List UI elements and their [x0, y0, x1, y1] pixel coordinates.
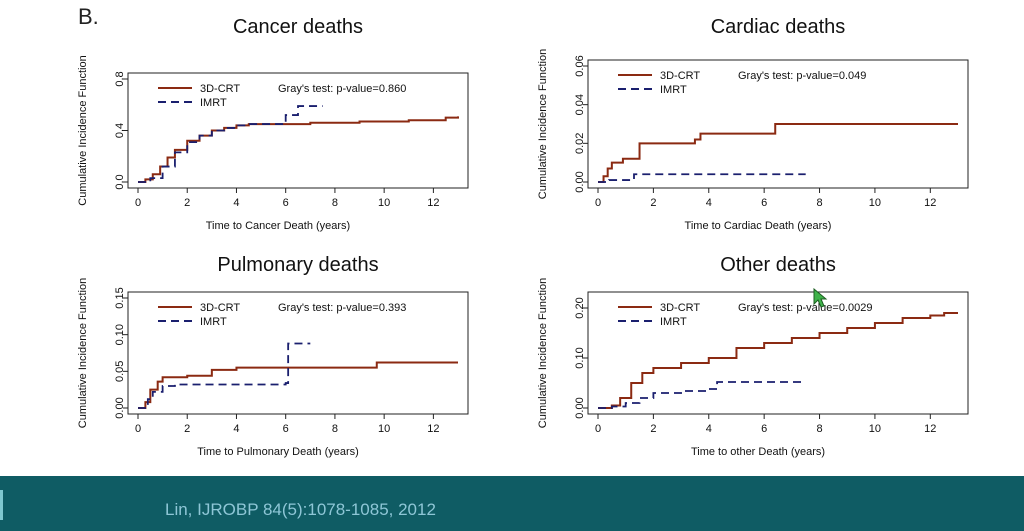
x-tick-label: 12 — [427, 197, 439, 209]
series-line-imrt — [138, 105, 323, 183]
chart-title: Pulmonary deaths — [217, 254, 378, 276]
x-tick-label: 4 — [706, 197, 712, 209]
y-tick-label: 0.20 — [574, 297, 586, 318]
y-axis-label: Cumulative Incidence Function — [537, 49, 549, 199]
x-tick-label: 0 — [595, 423, 601, 435]
y-tick-label: 0.4 — [114, 123, 126, 138]
x-tick-label: 8 — [332, 197, 338, 209]
x-tick-label: 6 — [761, 423, 767, 435]
series-line-imrt — [598, 381, 806, 409]
y-tick-label: 0.0 — [114, 174, 126, 189]
y-tick-label: 0.00 — [574, 397, 586, 418]
chart-panel-2: Cardiac deaths 0 2 4 6 8 10 12 0.00 0.02 0.04 0.06 T… — [537, 16, 969, 232]
x-tick-label: 2 — [650, 423, 656, 435]
grays-test-text: Gray's test: p-value=0.860 — [278, 83, 406, 95]
x-tick-label: 0 — [595, 197, 601, 209]
grays-test-text: Gray's test: p-value=0.049 — [738, 70, 866, 82]
y-axis-label: Cumulative Incidence Function — [77, 278, 89, 428]
series-line-3d-crt — [138, 116, 459, 183]
legend-label: IMRT — [200, 316, 227, 328]
x-tick-label: 6 — [283, 197, 289, 209]
y-tick-label: 0.05 — [114, 361, 126, 382]
y-tick-label: 0.8 — [114, 71, 126, 86]
figure-label: B. — [78, 4, 99, 29]
series-line-3d-crt — [598, 123, 958, 183]
y-tick-label: 0.00 — [574, 171, 586, 192]
x-tick-label: 10 — [378, 197, 390, 209]
series-line-3d-crt — [138, 361, 458, 409]
x-tick-label: 0 — [135, 423, 141, 435]
footer-accent — [0, 490, 3, 520]
series-line-imrt — [138, 342, 311, 409]
x-axis-label: Time to Pulmonary Death (years) — [197, 446, 359, 458]
mouse-cursor-icon — [813, 288, 828, 308]
y-tick-label: 0.06 — [574, 55, 586, 76]
legend-label: IMRT — [660, 84, 687, 96]
legend-label: 3D-CRT — [200, 302, 240, 314]
y-tick-label: 0.10 — [574, 347, 586, 368]
y-tick-label: 0.00 — [114, 397, 126, 418]
x-tick-label: 2 — [650, 197, 656, 209]
series-line-3d-crt — [598, 312, 958, 409]
series-line-imrt — [598, 173, 806, 183]
chart-panel-1: Cancer deaths 0 2 4 6 8 10 12 0.0 0.4 0.8 Time to C… — [77, 16, 469, 232]
x-tick-label: 8 — [816, 423, 822, 435]
grays-test-text: Gray's test: p-value=0.0029 — [738, 302, 872, 314]
legend-label: IMRT — [660, 316, 687, 328]
legend-label: 3D-CRT — [660, 302, 700, 314]
footer-bar — [0, 476, 1024, 531]
plot-frame — [587, 291, 969, 415]
x-tick-label: 6 — [761, 197, 767, 209]
y-tick-label: 0.02 — [574, 133, 586, 154]
chart-title: Other deaths — [720, 254, 836, 276]
y-axis-label: Cumulative Incidence Function — [77, 55, 89, 205]
y-tick-label: 0.04 — [574, 94, 586, 115]
plot-frame — [587, 59, 969, 189]
x-tick-label: 4 — [233, 423, 239, 435]
x-tick-label: 6 — [283, 423, 289, 435]
x-tick-label: 10 — [869, 423, 881, 435]
grays-test-text: Gray's test: p-value=0.393 — [278, 302, 406, 314]
x-axis-label: Time to Cancer Death (years) — [206, 220, 350, 232]
x-tick-label: 4 — [706, 423, 712, 435]
legend-label: IMRT — [200, 97, 227, 109]
x-tick-label: 10 — [378, 423, 390, 435]
chart-title: Cancer deaths — [233, 16, 363, 38]
x-axis-label: Time to other Death (years) — [691, 446, 825, 458]
x-tick-label: 4 — [233, 197, 239, 209]
legend-label: 3D-CRT — [200, 83, 240, 95]
x-tick-label: 12 — [924, 197, 936, 209]
x-tick-label: 12 — [427, 423, 439, 435]
y-axis-label: Cumulative Incidence Function — [537, 278, 549, 428]
legend-label: 3D-CRT — [660, 70, 700, 82]
figure-canvas: Cancer deaths 0 2 4 6 8 10 12 0.0 0.4 0.8 Time to C… — [77, 16, 969, 458]
plot-frame — [127, 291, 469, 415]
x-axis-label: Time to Cardiac Death (years) — [685, 220, 832, 232]
chart-panel-3: Pulmonary deaths 0 2 4 6 8 10 12 0.00 0.05 0.10 0.1… — [77, 254, 469, 458]
y-tick-label: 0.10 — [114, 324, 126, 345]
y-tick-label: 0.15 — [114, 287, 126, 308]
chart-title: Cardiac deaths — [711, 16, 846, 38]
x-tick-label: 0 — [135, 197, 141, 209]
x-tick-label: 2 — [184, 423, 190, 435]
x-tick-label: 8 — [332, 423, 338, 435]
citation-text: Lin, IJROBP 84(5):1078-1085, 2012 — [165, 500, 436, 519]
x-tick-label: 8 — [816, 197, 822, 209]
chart-panel-4: Other deaths 0 2 4 6 8 10 12 0.00 0.10 0.20 Time to… — [537, 254, 969, 458]
x-tick-label: 12 — [924, 423, 936, 435]
x-tick-label: 2 — [184, 197, 190, 209]
x-tick-label: 10 — [869, 197, 881, 209]
